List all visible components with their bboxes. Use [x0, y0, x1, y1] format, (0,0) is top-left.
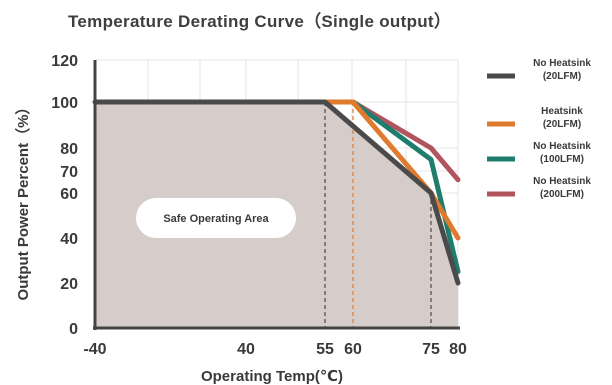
legend-sublabel: (200LFM) [540, 189, 584, 200]
y-tick-label: 40 [60, 231, 78, 248]
legend-item: No Heatsink (20LFM) [487, 58, 591, 82]
y-tick-label: 70 [60, 164, 78, 181]
y-tick-label: 120 [51, 53, 78, 70]
y-tick-label: 0 [69, 321, 78, 338]
x-axis-label: Operating Temp(℃) [201, 368, 343, 385]
y-axis-label: Output Power Percent（%） [14, 100, 32, 301]
legend-sublabel: (20LFM) [543, 119, 581, 130]
x-tick-label: -40 [83, 341, 106, 358]
legend-label: No Heatsink [533, 176, 591, 187]
x-tick-label: 60 [344, 341, 362, 358]
x-tick-label: 55 [316, 341, 334, 358]
legend: No Heatsink(20LFM)Heatsink(20LFM)No Heat… [487, 58, 591, 200]
legend-item: No Heatsink (200LFM) [487, 176, 591, 200]
chart-title: Temperature Derating Curve（Single output… [68, 11, 451, 31]
y-tick-label: 80 [60, 141, 78, 158]
legend-label: Heatsink [541, 106, 583, 117]
safe-area-label: Safe Operating Area [163, 213, 269, 225]
legend-label: No Heatsink [533, 58, 591, 69]
series-line [322, 99, 461, 241]
x-tick-label: 75 [422, 341, 440, 358]
legend-item: No Heatsink (100LFM) [487, 141, 591, 165]
safe-area-label-box [136, 198, 296, 238]
plot-area: Safe Operating Area 0 20 40 60 70 80 100 120 -40 4… [51, 53, 467, 358]
legend-sublabel: (20LFM) [543, 71, 581, 82]
legend-item: Heatsink (20LFM) [487, 106, 583, 130]
series-line [92, 99, 461, 286]
y-tick-label: 20 [60, 276, 78, 293]
y-tick-label: 100 [51, 95, 78, 112]
x-tick-label: 80 [449, 341, 467, 358]
legend-sublabel: (100LFM) [540, 154, 584, 165]
x-tick-label: 40 [237, 341, 255, 358]
y-tick-label: 60 [60, 186, 78, 203]
legend-label: No Heatsink [533, 141, 591, 152]
